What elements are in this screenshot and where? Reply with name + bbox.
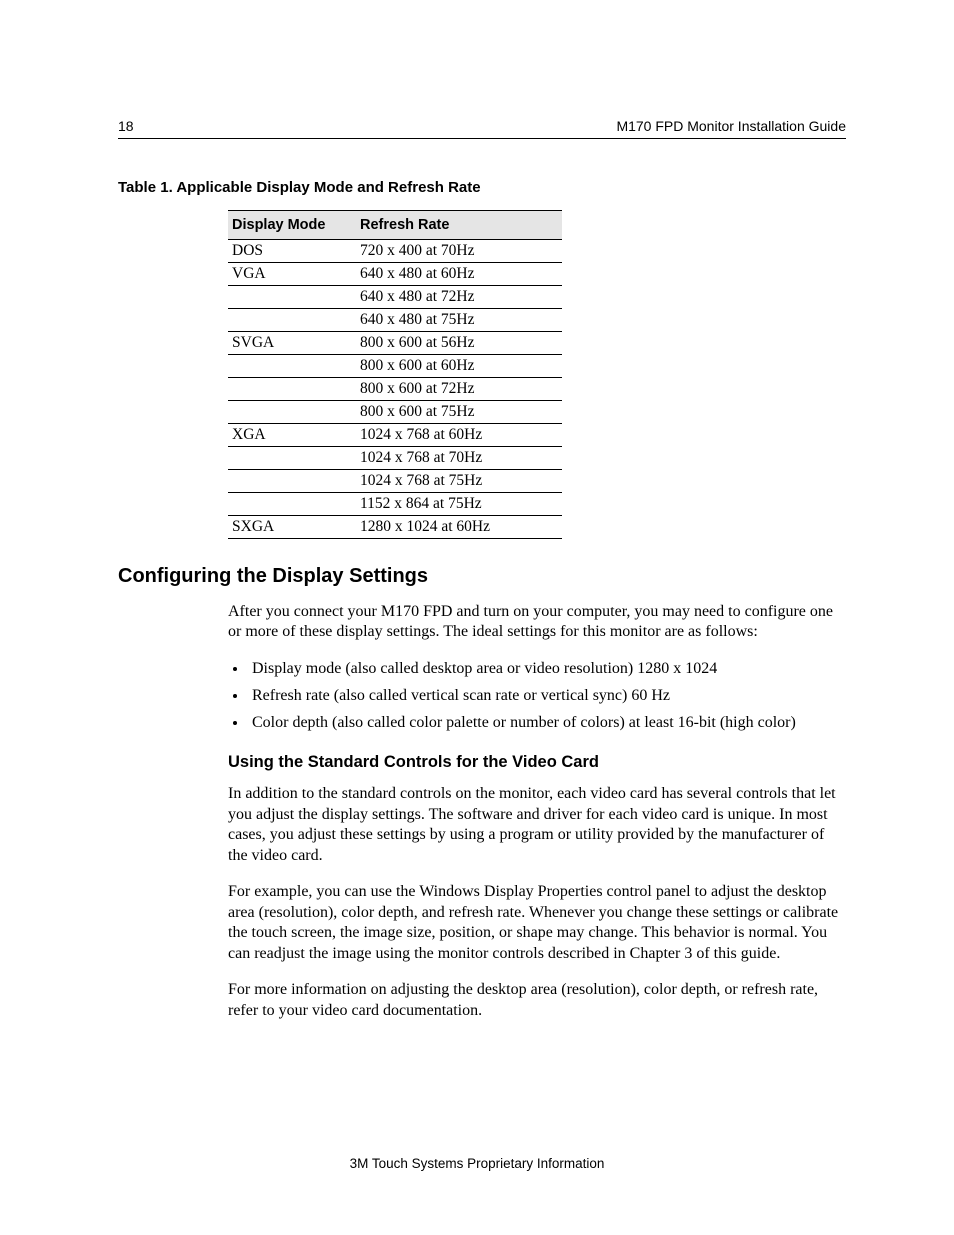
col-display-mode: Display Mode (228, 211, 356, 240)
cell-mode (228, 309, 356, 332)
body-paragraph: For example, you can use the Windows Dis… (228, 882, 846, 964)
table-row: 1024 x 768 at 70Hz (228, 447, 562, 470)
table-caption: Table 1. Applicable Display Mode and Ref… (118, 179, 846, 196)
section-body: After you connect your M170 FPD and turn… (228, 602, 846, 1021)
table-row: 800 x 600 at 72Hz (228, 378, 562, 401)
display-mode-table: Display Mode Refresh Rate DOS720 x 400 a… (228, 210, 562, 539)
cell-mode (228, 447, 356, 470)
list-item: Refresh rate (also called vertical scan … (248, 686, 846, 707)
cell-rate: 800 x 600 at 56Hz (356, 332, 562, 355)
intro-paragraph: After you connect your M170 FPD and turn… (228, 602, 846, 643)
cell-rate: 1024 x 768 at 75Hz (356, 470, 562, 493)
table-header-row: Display Mode Refresh Rate (228, 211, 562, 240)
table-row: 640 x 480 at 75Hz (228, 309, 562, 332)
cell-mode: DOS (228, 240, 356, 263)
cell-mode (228, 470, 356, 493)
section-heading: Configuring the Display Settings (118, 565, 846, 588)
cell-mode (228, 355, 356, 378)
cell-mode (228, 493, 356, 516)
cell-rate: 800 x 600 at 75Hz (356, 401, 562, 424)
body-paragraph: In addition to the standard controls on … (228, 784, 846, 866)
cell-rate: 1280 x 1024 at 60Hz (356, 516, 562, 539)
cell-rate: 640 x 480 at 60Hz (356, 263, 562, 286)
cell-mode (228, 401, 356, 424)
cell-rate: 800 x 600 at 72Hz (356, 378, 562, 401)
settings-bullets: Display mode (also called desktop area o… (248, 659, 846, 733)
cell-mode (228, 286, 356, 309)
doc-title: M170 FPD Monitor Installation Guide (616, 118, 846, 134)
page-number: 18 (118, 118, 134, 134)
cell-rate: 1024 x 768 at 70Hz (356, 447, 562, 470)
table-row: XGA1024 x 768 at 60Hz (228, 424, 562, 447)
subsection-heading: Using the Standard Controls for the Vide… (228, 753, 846, 772)
table-row: SVGA800 x 600 at 56Hz (228, 332, 562, 355)
table-row: 1024 x 768 at 75Hz (228, 470, 562, 493)
cell-mode: VGA (228, 263, 356, 286)
table-row: 800 x 600 at 75Hz (228, 401, 562, 424)
table-row: DOS720 x 400 at 70Hz (228, 240, 562, 263)
cell-rate: 1152 x 864 at 75Hz (356, 493, 562, 516)
cell-rate: 640 x 480 at 72Hz (356, 286, 562, 309)
cell-rate: 800 x 600 at 60Hz (356, 355, 562, 378)
page-footer: 3M Touch Systems Proprietary Information (0, 1156, 954, 1171)
table-row: VGA640 x 480 at 60Hz (228, 263, 562, 286)
cell-rate: 640 x 480 at 75Hz (356, 309, 562, 332)
cell-mode: XGA (228, 424, 356, 447)
col-refresh-rate: Refresh Rate (356, 211, 562, 240)
table-row: 640 x 480 at 72Hz (228, 286, 562, 309)
table-row: SXGA1280 x 1024 at 60Hz (228, 516, 562, 539)
table-row: 1152 x 864 at 75Hz (228, 493, 562, 516)
cell-mode (228, 378, 356, 401)
table-row: 800 x 600 at 60Hz (228, 355, 562, 378)
cell-rate: 1024 x 768 at 60Hz (356, 424, 562, 447)
body-paragraph: For more information on adjusting the de… (228, 980, 846, 1021)
list-item: Color depth (also called color palette o… (248, 713, 846, 734)
list-item: Display mode (also called desktop area o… (248, 659, 846, 680)
cell-mode: SXGA (228, 516, 356, 539)
document-page: 18 M170 FPD Monitor Installation Guide T… (0, 0, 954, 1235)
page-header: 18 M170 FPD Monitor Installation Guide (118, 118, 846, 139)
cell-mode: SVGA (228, 332, 356, 355)
cell-rate: 720 x 400 at 70Hz (356, 240, 562, 263)
